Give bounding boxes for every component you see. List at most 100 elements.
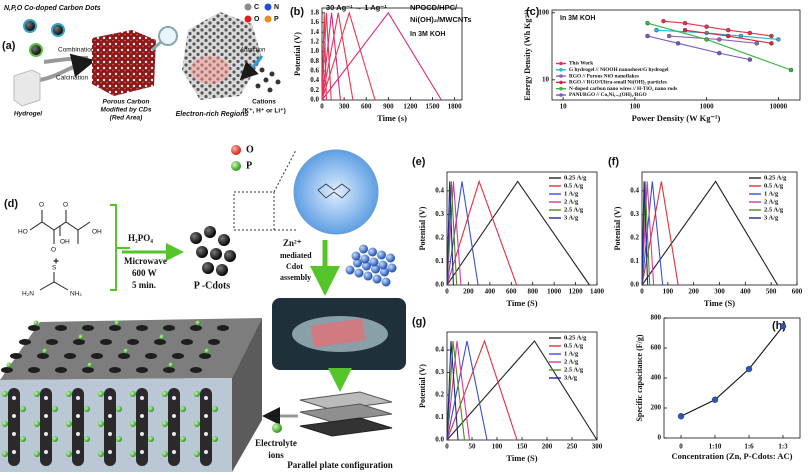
- annotation: Ni(OH)₂/MWCNTs: [410, 15, 472, 24]
- legend-label: 2.5 A/g: [564, 206, 584, 213]
- ion: [140, 396, 144, 400]
- legend-swatch: [559, 80, 563, 85]
- ion: [6, 362, 12, 368]
- y-tick-label: 0.0: [435, 281, 444, 289]
- x-tick-label: 0: [445, 288, 449, 296]
- cdot-assembly: [359, 244, 368, 254]
- x-tick-label: 1:3: [778, 443, 788, 451]
- legend-label: 0.25 A/g: [564, 174, 587, 181]
- annotation: NPOCD/HPC/: [410, 3, 458, 12]
- series-line: [446, 340, 459, 441]
- y-tick-label: 0.2: [310, 86, 319, 94]
- pore: [55, 367, 67, 373]
- x-tick-label: 1400: [590, 288, 605, 296]
- series-line: [321, 10, 376, 101]
- chem-label: H₂N: [22, 291, 34, 298]
- ion: [66, 451, 72, 457]
- cdot-assembly: [381, 277, 391, 287]
- series-marker: [776, 37, 781, 42]
- x-tick-label: 10: [560, 103, 568, 111]
- atom-label: O: [246, 144, 254, 155]
- graphene-sheet: [182, 12, 262, 100]
- series-marker: [645, 20, 650, 26]
- x-tick-label: 200: [688, 288, 699, 296]
- pore: [181, 339, 193, 345]
- ion: [52, 406, 58, 412]
- condition: 600 W: [132, 268, 157, 278]
- ion: [130, 391, 136, 397]
- y-tick-label: 0.3: [435, 368, 444, 376]
- ion: [204, 348, 210, 354]
- step-label: Combination: [58, 47, 95, 54]
- y-tick-label: 400: [651, 374, 662, 382]
- annotation: 30 Ag⁻¹ → 1 Ag⁻¹: [326, 3, 387, 12]
- plate: [299, 403, 393, 423]
- y-axis-label: Potential (V): [418, 364, 427, 408]
- y-tick-label: 0.8: [310, 57, 319, 65]
- series-marker: [788, 67, 794, 73]
- ion: [180, 406, 186, 412]
- ion: [108, 396, 112, 400]
- y-tick-label: 0.2: [435, 391, 444, 399]
- ion: [204, 450, 208, 454]
- ion: [162, 421, 168, 427]
- x-tick-label: 250: [567, 443, 578, 451]
- chart-title: In 3M KOH: [410, 31, 445, 38]
- cation: [259, 67, 265, 73]
- series-marker: [747, 57, 753, 62]
- ion: [34, 451, 40, 457]
- y-tick-label: 1.4: [310, 28, 319, 36]
- cation: [269, 71, 275, 77]
- x-tick-label: 300: [339, 103, 350, 111]
- y-axis-label: Specific capacitance (F/g): [635, 334, 644, 421]
- legend-label: 2.5 A/g: [764, 206, 784, 213]
- ion: [162, 391, 168, 397]
- series-marker: [769, 41, 774, 46]
- series-marker: [704, 37, 709, 42]
- y-tick-label: 0.3: [435, 210, 444, 218]
- ion: [108, 450, 112, 454]
- porous-label: Modified by CDs: [101, 107, 152, 114]
- legend-label: G hydrogel // NiOOH nanosheet/G hydrogel: [569, 67, 669, 73]
- x-axis-label: Time (S): [506, 453, 537, 463]
- legend-label: PANI/RGO // CoₓNi₁₋ₓ(OH)₂/RGO: [569, 91, 647, 98]
- x-tick-label: 1800: [448, 103, 463, 111]
- y-tick-label: 800: [651, 314, 662, 322]
- x-tick-label: 1:6: [744, 443, 754, 451]
- legend-label: RGO // RGO/Ultra-small Ni(OH)₂ particles: [569, 79, 667, 86]
- y-tick-label: 0.0: [435, 436, 444, 444]
- series-line: [647, 35, 750, 61]
- legend-label: 2.5 A/g: [564, 366, 584, 373]
- pore: [82, 367, 94, 373]
- series-line: [641, 181, 649, 286]
- chem-label: NH₂: [70, 291, 82, 298]
- ion: [12, 414, 16, 418]
- hydrogel-label: Hydrogel: [14, 111, 42, 118]
- chem-label: O: [39, 202, 44, 209]
- legend-label: 2 A/g: [564, 358, 579, 365]
- atom-key: [264, 15, 272, 23]
- y-tick-label: 0.1: [435, 413, 444, 421]
- series-line: [446, 181, 462, 286]
- x-tick-label: 100: [663, 288, 674, 296]
- pore: [10, 353, 22, 359]
- cation-cluster: [255, 67, 281, 93]
- x-axis-label: Time (s): [377, 113, 407, 123]
- pore: [136, 325, 148, 331]
- pore: [100, 339, 112, 345]
- pore: [37, 353, 49, 359]
- series-line: [446, 340, 471, 441]
- ion: [76, 450, 80, 454]
- atom-key: [244, 15, 252, 23]
- x-tick-label: 1200: [403, 103, 418, 111]
- ion: [78, 334, 84, 340]
- cdot-assembly: [353, 258, 362, 268]
- y-tick-label: 1.0: [310, 47, 319, 55]
- ion: [108, 414, 112, 418]
- chem-label: OH: [92, 229, 102, 236]
- plot-frame: [321, 7, 463, 101]
- ion: [172, 432, 176, 436]
- ion: [172, 450, 176, 454]
- pore-channel: [72, 388, 84, 466]
- pore-channel: [200, 388, 212, 466]
